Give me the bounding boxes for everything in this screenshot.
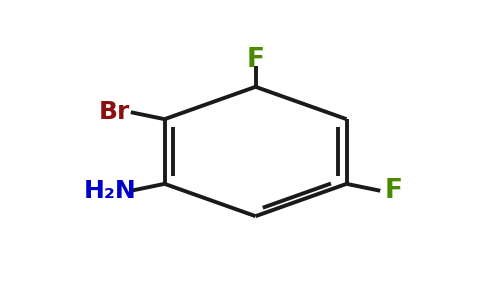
Text: F: F [384, 178, 402, 204]
Text: Br: Br [98, 100, 130, 124]
Text: H₂N: H₂N [84, 179, 136, 203]
Text: F: F [246, 47, 265, 73]
